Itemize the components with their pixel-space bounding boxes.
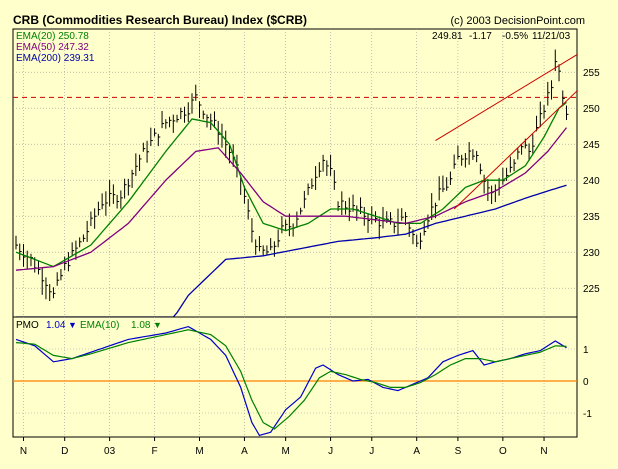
ema50-line <box>15 127 568 271</box>
x-tick-label: A <box>413 446 420 457</box>
y-tick-label: 250 <box>583 104 600 115</box>
y-tick-label: 255 <box>583 68 600 79</box>
x-tick-label: D <box>61 446 68 457</box>
price-legend: EMA(20) 250.78 EMA(50) 247.32 EMA(200) 2… <box>16 31 95 64</box>
pmo-panel <box>12 316 578 438</box>
y-tick-label: 1 <box>583 345 589 356</box>
pmo-legend: PMO 1.04 ▼ EMA(10) 1.08 ▼ <box>16 320 162 331</box>
ema20-line <box>15 101 567 268</box>
pmo-line <box>15 325 567 437</box>
legend-pmo-value: 1.04 <box>46 320 66 331</box>
quote-pct: -0.5% <box>502 31 528 42</box>
x-axis: N D 03 F M A M J J A S O N <box>20 437 548 457</box>
y-tick-label: 0 <box>583 377 589 388</box>
y-tick-label: 245 <box>583 140 600 151</box>
trendline-2 <box>453 89 579 210</box>
x-tick-label: J <box>328 446 333 457</box>
x-tick-label: O <box>499 446 507 457</box>
y-tick-label: -1 <box>583 409 592 420</box>
legend-ema10-label: EMA(10) <box>80 320 119 331</box>
legend-ema20: EMA(20) 250.78 <box>16 31 89 42</box>
x-tick-label: J <box>369 446 374 457</box>
trendline-1 <box>435 53 579 142</box>
price-lines <box>15 53 579 318</box>
legend-ema200: EMA(200) 239.31 <box>16 53 95 64</box>
pmo-ema10-line <box>15 329 567 430</box>
x-tick-label: 03 <box>104 446 116 457</box>
pmo-grid: -1 0 1 <box>13 317 592 437</box>
copyright-text: (c) 2003 DecisionPoint.com <box>450 15 585 27</box>
x-tick-label: N <box>540 446 547 457</box>
price-panel <box>12 28 578 318</box>
y-tick-label: 230 <box>583 248 600 259</box>
quote-date: 11/21/03 <box>532 31 571 42</box>
x-tick-label: M <box>195 446 203 457</box>
quote-last: 249.81 <box>432 31 463 42</box>
y-tick-label: 225 <box>583 284 600 295</box>
x-tick-label: F <box>152 446 158 457</box>
pmo-lines <box>15 325 567 437</box>
price-grid: 225 230 235 240 245 250 255 <box>13 29 600 317</box>
legend-pmo-arrow-icon: ▼ <box>68 320 77 330</box>
x-tick-label: S <box>455 446 462 457</box>
legend-pmo-label: PMO <box>16 320 39 331</box>
x-tick-label: M <box>281 446 289 457</box>
quote-box: 249.81 -1.17 -0.5% 11/21/03 <box>432 31 571 42</box>
x-tick-label: A <box>241 446 248 457</box>
legend-ema50: EMA(50) 247.32 <box>16 42 89 53</box>
chart-title: CRB (Commodities Research Bureau) Index … <box>13 13 307 27</box>
quote-change: -1.17 <box>469 31 492 42</box>
y-tick-label: 240 <box>583 176 600 187</box>
x-tick-label: N <box>20 446 27 457</box>
legend-ema10-arrow-icon: ▼ <box>153 320 162 330</box>
y-tick-label: 235 <box>583 212 600 223</box>
legend-ema10-value: 1.08 <box>131 320 151 331</box>
